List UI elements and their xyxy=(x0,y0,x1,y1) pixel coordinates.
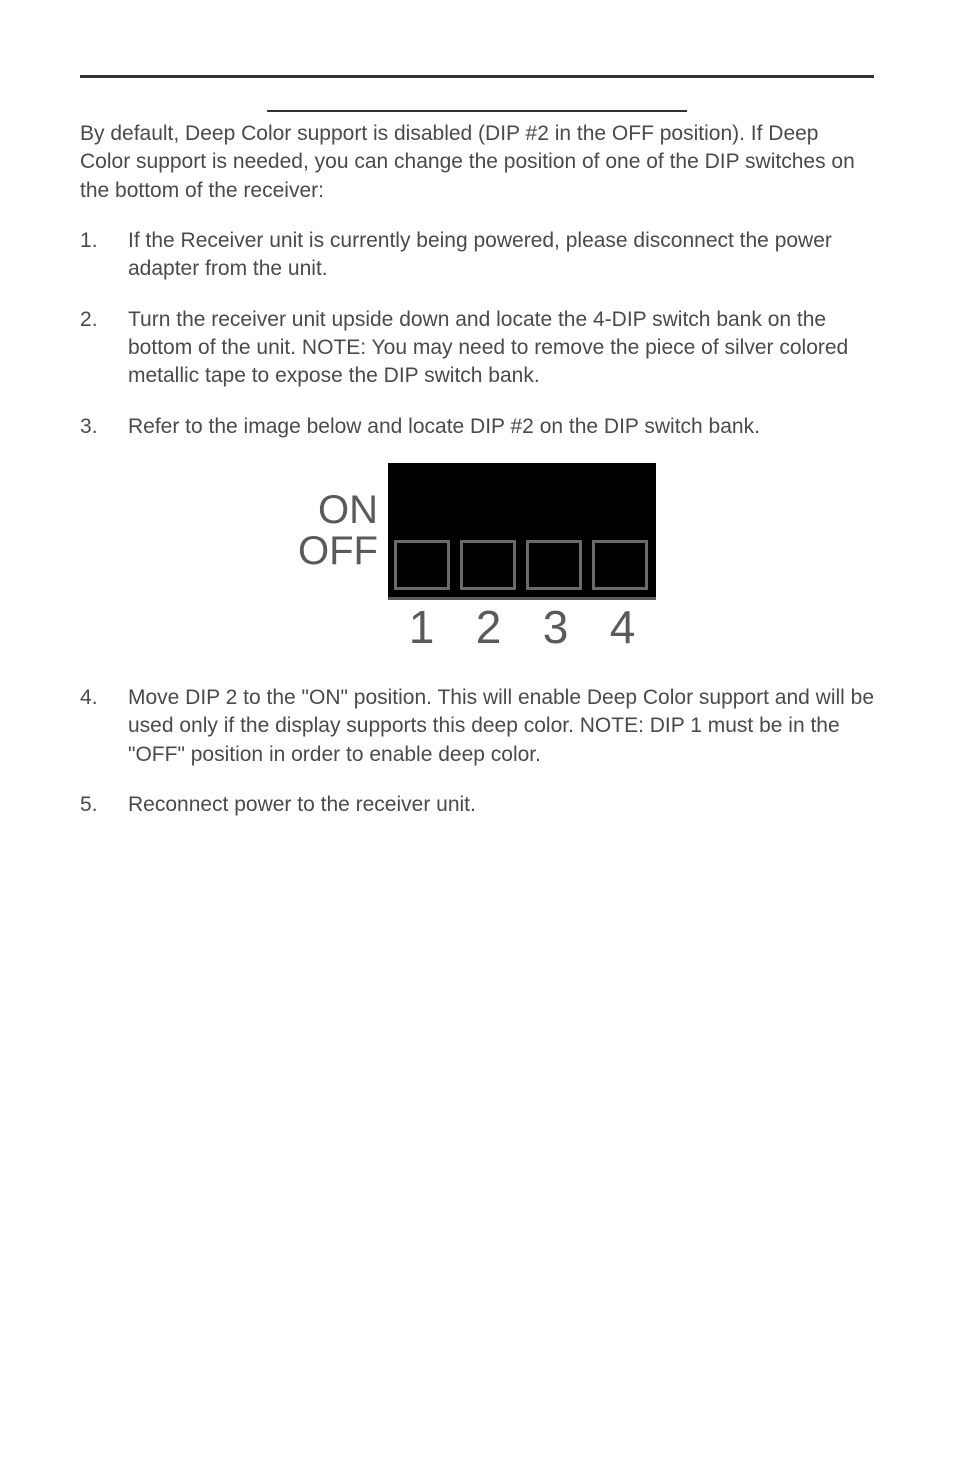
dip-number-row: 1 2 3 4 xyxy=(388,597,656,654)
dip-slot-1 xyxy=(391,466,453,594)
dip-switch-4 xyxy=(599,547,641,583)
dip-number-4: 4 xyxy=(591,600,653,654)
dip-number-1: 1 xyxy=(390,600,452,654)
dip-off-label: OFF xyxy=(298,531,382,571)
dip-switch-figure: ON OFF 1 2 3 4 xyxy=(80,463,874,654)
step-2: Turn the receiver unit upside down and l… xyxy=(80,306,874,391)
dip-switch-1 xyxy=(401,547,443,583)
step-5: Reconnect power to the receiver unit. xyxy=(80,791,874,819)
dip-switch-2 xyxy=(467,547,509,583)
step-4: Move DIP 2 to the "ON" position. This wi… xyxy=(80,684,874,769)
dip-slot-4 xyxy=(589,466,651,594)
steps-list-continued: Move DIP 2 to the "ON" position. This wi… xyxy=(80,684,874,819)
step-3: Refer to the image below and locate DIP … xyxy=(80,413,874,441)
page-top-rule xyxy=(80,75,874,78)
section-title-underline xyxy=(267,110,687,112)
dip-slot-2 xyxy=(457,466,519,594)
dip-switch-3 xyxy=(533,547,575,583)
dip-switch-wrap: ON OFF 1 2 3 4 xyxy=(298,463,656,654)
steps-list: If the Receiver unit is currently being … xyxy=(80,227,874,441)
dip-on-label: ON xyxy=(298,488,382,533)
dip-number-3: 3 xyxy=(524,600,586,654)
dip-switch-body xyxy=(388,463,656,597)
intro-paragraph: By default, Deep Color support is disabl… xyxy=(80,120,874,205)
dip-slot-3 xyxy=(523,466,585,594)
dip-number-2: 2 xyxy=(457,600,519,654)
step-1: If the Receiver unit is currently being … xyxy=(80,227,874,284)
